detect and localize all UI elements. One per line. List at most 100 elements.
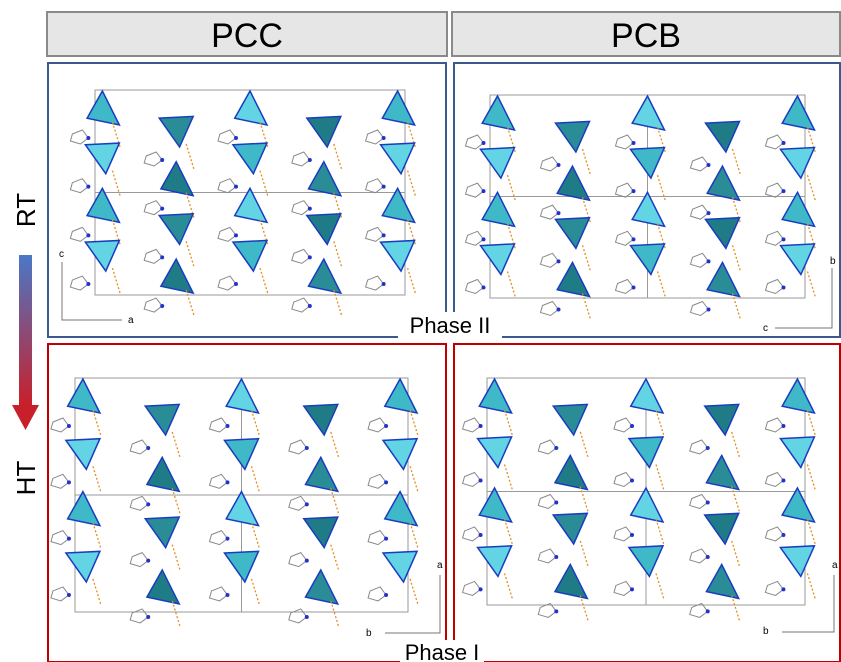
organic-ring (210, 418, 228, 432)
nitrogen (226, 424, 230, 428)
hydrogen-bond (331, 601, 339, 627)
tetrahedron (225, 439, 259, 470)
nitrogen (67, 537, 71, 541)
nitrogen (632, 237, 636, 241)
tetrahedron (781, 244, 815, 275)
hydrogen-bond (732, 595, 740, 621)
axis-label: c (763, 323, 768, 334)
nitrogen (160, 304, 164, 308)
hydrogen-bond (93, 579, 101, 605)
organic-ring (614, 527, 632, 541)
organic-ring (614, 581, 632, 595)
hydrogen-bond (733, 245, 741, 271)
nitrogen (707, 211, 711, 215)
nitrogen (781, 424, 785, 428)
organic-ring (541, 253, 559, 267)
nitrogen (781, 478, 785, 482)
hydrogen-bond (410, 523, 418, 549)
tetrahedron (478, 437, 512, 468)
nitrogen (308, 255, 312, 259)
tetrahedron (147, 457, 179, 491)
organic-ring (218, 276, 236, 290)
tetrahedron (481, 244, 515, 275)
nitrogen (632, 141, 636, 145)
nitrogen (382, 136, 386, 140)
tetrahedron (479, 379, 511, 413)
hydrogen-bond (505, 464, 513, 490)
tetrahedron (631, 148, 665, 179)
hydrogen-bond (93, 523, 101, 549)
organic-ring (765, 418, 783, 432)
hydrogen-bond (505, 410, 513, 436)
nitrogen (160, 207, 164, 211)
tetrahedron (780, 437, 814, 468)
hydrogen-bond (733, 149, 741, 175)
nitrogen (706, 500, 710, 504)
temperature-arrowhead (12, 405, 39, 430)
organic-ring (765, 527, 783, 541)
nitrogen (479, 424, 483, 428)
organic-ring (144, 249, 162, 263)
tetrahedron (68, 379, 100, 413)
hydrogen-bond (172, 601, 180, 627)
tetrahedron (66, 439, 100, 470)
nitrogen (234, 233, 238, 237)
nitrogen (67, 480, 71, 484)
organic-ring (366, 227, 384, 241)
hydrogen-bond (580, 432, 588, 458)
hydrogen-bond (172, 545, 180, 571)
organic-ring (614, 472, 632, 486)
nitrogen (226, 480, 230, 484)
tetrahedron (235, 188, 267, 222)
figure: PCC PCB RT HT Phase II Phase I c a b c a… (0, 0, 841, 662)
hydrogen-bond (580, 541, 588, 567)
tetrahedron (145, 404, 179, 435)
organic-ring (289, 609, 307, 623)
hydrogen-bond (334, 241, 342, 267)
nitrogen (384, 424, 388, 428)
organic-ring (466, 135, 484, 149)
organic-ring (691, 253, 709, 267)
organic-ring (51, 474, 69, 488)
tetrahedron (478, 546, 512, 577)
organic-ring (368, 531, 386, 545)
temperature-arrow (19, 255, 32, 405)
hydrogen-bond (186, 144, 194, 170)
organic-ring (368, 587, 386, 601)
organic-ring (144, 152, 162, 166)
nitrogen (707, 307, 711, 311)
hydrogen-bond (807, 519, 815, 545)
nitrogen (305, 502, 309, 506)
tetrahedron (159, 214, 193, 245)
organic-ring (616, 279, 634, 293)
tetrahedron (557, 166, 589, 200)
nitrogen (234, 185, 238, 189)
nitrogen (234, 282, 238, 286)
tetrahedron (226, 379, 258, 413)
organic-ring (463, 418, 481, 432)
tetrahedron (305, 457, 337, 491)
nitrogen (782, 285, 786, 289)
hydrogen-bond (93, 410, 101, 436)
hydrogen-bond (807, 573, 815, 599)
tetrahedron (233, 240, 267, 271)
tetrahedron (383, 439, 417, 470)
organic-ring (292, 201, 310, 215)
tetrahedron (705, 404, 739, 435)
nitrogen (632, 285, 636, 289)
tetrahedron (629, 437, 663, 468)
hydrogen-bond (732, 541, 740, 567)
organic-ring (538, 603, 556, 617)
nitrogen (782, 141, 786, 145)
nitrogen (86, 185, 90, 189)
hydrogen-bond (112, 268, 120, 294)
nitrogen (557, 259, 561, 263)
tetrahedron (479, 488, 511, 522)
axis-label: a (128, 315, 134, 326)
nitrogen (305, 615, 309, 619)
organic-ring (70, 227, 88, 241)
tetrahedron (632, 192, 664, 226)
nitrogen (557, 307, 561, 311)
hydrogen-bond (252, 466, 260, 492)
tetrahedron (161, 162, 193, 196)
